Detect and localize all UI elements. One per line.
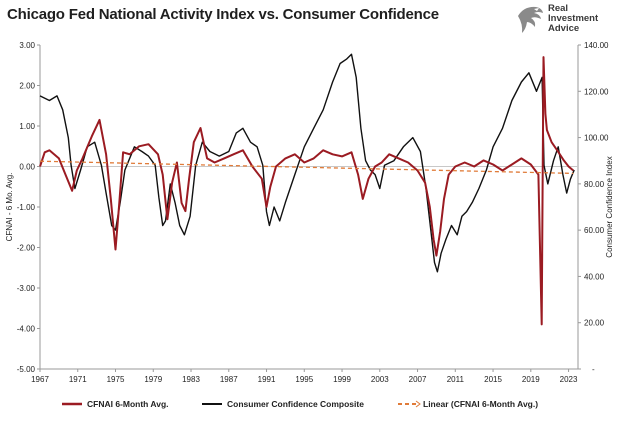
y-tick-label: -3.00	[17, 284, 36, 293]
x-tick-label: 2011	[447, 375, 465, 384]
x-tick-label: 1991	[258, 375, 276, 384]
x-tick-label: 2007	[409, 375, 427, 384]
series-linear-trend-line	[39, 160, 574, 175]
series-consumer-confidence-line	[39, 53, 575, 273]
legend-item-cfnai: CFNAI 6-Month Avg.	[62, 399, 169, 409]
y2-tick-label: 100.00	[584, 134, 609, 143]
x-tick-label: 1983	[182, 375, 200, 384]
legend-label: Linear (CFNAI 6-Month Avg.)	[423, 399, 538, 409]
y-tick-label: -1.00	[17, 203, 36, 212]
y-tick-label: 1.00	[19, 122, 35, 131]
y-tick-label: -5.00	[17, 365, 36, 374]
x-tick-label: 2019	[522, 375, 540, 384]
eagle-logo-icon	[518, 6, 543, 33]
y-axis-title: CFNAI - 6 Mo. Avg.	[5, 173, 14, 242]
x-tick-label: 1999	[333, 375, 351, 384]
legend-arrow-icon	[415, 400, 421, 408]
y2-axis-title: Consumer Confidence Index	[605, 156, 614, 257]
brand-line-1: Real	[548, 3, 569, 14]
legend-label: Consumer Confidence Composite	[227, 399, 364, 409]
brand-line-3: Advice	[548, 23, 580, 34]
x-tick-label: 2003	[371, 375, 389, 384]
x-tick-label: 1971	[69, 375, 87, 384]
axes: 3.00 2.00 1.00 0.00 -1.00 -2.00 -3.00 -4.00 -5.0…	[5, 41, 614, 384]
y-tick-label: -2.00	[17, 244, 36, 253]
x-tick-label: 1995	[295, 375, 313, 384]
y2-tick-label: 60.00	[584, 226, 605, 235]
legend: CFNAI 6-Month Avg. Consumer Confidence Co…	[62, 399, 538, 409]
y2-tick-label: 20.00	[584, 319, 605, 328]
x-tick-label: 1987	[220, 375, 238, 384]
y2-tick-label: 40.00	[584, 272, 605, 281]
x-tick-label: 2023	[560, 375, 578, 384]
legend-item-consumer-confidence: Consumer Confidence Composite	[202, 399, 364, 409]
y2-tick-label: -	[592, 365, 595, 374]
y2-tick-label: 140.00	[584, 41, 609, 50]
legend-label: CFNAI 6-Month Avg.	[87, 399, 169, 409]
y-tick-label: 3.00	[19, 41, 35, 50]
y-tick-label: -4.00	[17, 325, 36, 334]
x-tick-label: 1975	[107, 375, 125, 384]
brand-line-2: Investment	[548, 13, 599, 24]
series-cfnai-line	[39, 56, 574, 326]
brand-logo: Real Investment Advice	[516, 4, 616, 34]
brand-name: Real Investment Advice	[548, 4, 618, 34]
x-tick-label: 1979	[144, 375, 162, 384]
y2-tick-label: 120.00	[584, 87, 609, 96]
y-tick-label: 0.00	[19, 163, 35, 172]
series-layer	[39, 53, 575, 326]
chart-title: Chicago Fed National Activity Index vs. …	[7, 6, 439, 23]
legend-item-linear-trend: Linear (CFNAI 6-Month Avg.)	[398, 399, 538, 409]
x-tick-label: 2015	[484, 375, 502, 384]
y2-tick-label: 80.00	[584, 180, 605, 189]
x-tick-label: 1967	[31, 375, 49, 384]
y-tick-label: 2.00	[19, 82, 35, 91]
